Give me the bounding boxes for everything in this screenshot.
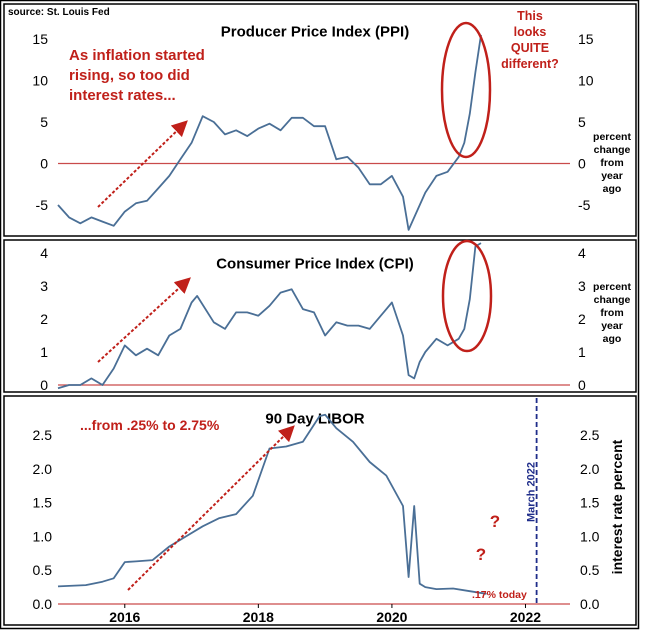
libor-title: 90 Day LIBOR bbox=[265, 410, 364, 427]
libor-xtick-label: 2020 bbox=[376, 609, 407, 625]
ppi-right-axis-label: from bbox=[600, 157, 623, 169]
libor-today-annotation: .17% today bbox=[472, 589, 527, 601]
libor-series-line bbox=[57, 413, 487, 595]
ppi-right-axis-label: percent bbox=[593, 131, 631, 143]
ppi-right-axis-label: year bbox=[601, 170, 623, 182]
libor-ytick-right: 1.5 bbox=[580, 495, 600, 511]
ppi-callout-line: QUITE bbox=[511, 41, 549, 55]
libor-trend-arrow bbox=[127, 425, 295, 591]
libor-ytick-right: 2.5 bbox=[580, 427, 600, 443]
libor-ytick-left: 1.5 bbox=[33, 495, 53, 511]
cpi-right-axis-label: year bbox=[601, 320, 623, 332]
libor-panel-frame bbox=[3, 395, 637, 626]
libor-ytick-right: 0.5 bbox=[580, 562, 600, 578]
source-note: source: St. Louis Fed bbox=[8, 7, 110, 18]
ppi-series-line bbox=[57, 34, 482, 231]
ppi-ytick-right: 0 bbox=[578, 156, 586, 172]
libor-ytick-right: 2.0 bbox=[580, 461, 600, 477]
libor-ytick-right: 1.0 bbox=[580, 528, 600, 544]
cpi-ytick-right: 3 bbox=[578, 278, 586, 294]
libor-ytick-left: 2.5 bbox=[33, 427, 53, 443]
cpi-ytick-left: 4 bbox=[40, 245, 48, 261]
libor-ytick-left: 1.0 bbox=[33, 528, 53, 544]
ppi-ytick-right: 10 bbox=[578, 73, 594, 89]
cpi-title: Consumer Price Index (CPI) bbox=[216, 255, 414, 272]
ppi-ytick-right: 5 bbox=[578, 114, 586, 130]
ppi-right-axis-label: ago bbox=[603, 183, 622, 195]
ppi-callout-line: different? bbox=[501, 57, 559, 71]
ppi-callout-line: looks bbox=[514, 25, 547, 39]
ppi-ytick-right: -5 bbox=[578, 197, 591, 213]
ppi-title: Producer Price Index (PPI) bbox=[221, 23, 409, 40]
libor-range-annotation: ...from .25% to 2.75% bbox=[80, 417, 220, 433]
cpi-right-axis-label: percent bbox=[593, 281, 631, 293]
libor-ytick-left: 0.5 bbox=[33, 562, 53, 578]
cpi-ytick-left: 0 bbox=[40, 377, 48, 393]
cpi-highlight-ellipse bbox=[441, 239, 493, 353]
ppi-right-axis-label: change bbox=[594, 144, 631, 156]
cpi-right-axis-label: change bbox=[594, 294, 631, 306]
cpi-ytick-right: 2 bbox=[578, 311, 586, 327]
ppi-trend-arrow bbox=[97, 120, 188, 208]
ppi-ytick-left: 5 bbox=[40, 114, 48, 130]
libor-xtick-label: 2016 bbox=[109, 609, 140, 625]
ppi-ytick-left: 10 bbox=[32, 73, 48, 89]
libor-question-mark: ? bbox=[476, 545, 486, 564]
cpi-ytick-left: 2 bbox=[40, 311, 48, 327]
cpi-ytick-left: 1 bbox=[40, 344, 48, 360]
cpi-right-axis-label: ago bbox=[603, 333, 622, 345]
cpi-ytick-right: 1 bbox=[578, 344, 586, 360]
libor-ytick-right: 0.0 bbox=[580, 596, 600, 612]
libor-xtick-label: 2022 bbox=[510, 609, 541, 625]
cpi-trend-arrow bbox=[97, 277, 191, 363]
ppi-ytick-right: 15 bbox=[578, 31, 594, 47]
cpi-ytick-right: 4 bbox=[578, 245, 586, 261]
ppi-annotation-line: interest rates... bbox=[69, 87, 176, 104]
libor-xtick-label: 2018 bbox=[243, 609, 274, 625]
cpi-panel-frame bbox=[3, 239, 637, 393]
ppi-ytick-left: 15 bbox=[32, 31, 48, 47]
libor-question-mark: ? bbox=[490, 512, 500, 531]
ppi-callout-line: This bbox=[517, 9, 543, 23]
ppi-panel-frame bbox=[3, 3, 637, 237]
libor-ylabel: interest rate percent bbox=[609, 439, 625, 574]
ppi-annotation-line: As inflation started bbox=[69, 47, 205, 64]
cpi-ytick-left: 3 bbox=[40, 278, 48, 294]
ppi-ytick-left: 0 bbox=[40, 156, 48, 172]
cpi-right-axis-label: from bbox=[600, 307, 623, 319]
libor-ytick-left: 2.0 bbox=[33, 461, 53, 477]
libor-ytick-left: 0.0 bbox=[33, 596, 53, 612]
ppi-ytick-left: -5 bbox=[36, 197, 49, 213]
ppi-highlight-ellipse bbox=[440, 21, 492, 159]
cpi-series-line bbox=[57, 242, 482, 390]
cpi-ytick-right: 0 bbox=[578, 377, 586, 393]
outer-frame bbox=[0, 0, 640, 630]
march-2022-marker-label: March 2022 bbox=[526, 462, 538, 522]
ppi-annotation-line: rising, so too did bbox=[69, 67, 190, 84]
